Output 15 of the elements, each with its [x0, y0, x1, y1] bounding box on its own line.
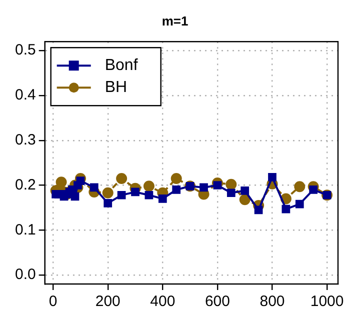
legend-label: Bonf	[104, 57, 138, 74]
y-tick-label: 0.4	[14, 86, 36, 104]
x-tick-label: 200	[95, 293, 120, 310]
x-tick-label: 600	[204, 293, 230, 310]
x-tick-label: 400	[150, 293, 176, 310]
chart-title: m=1	[162, 13, 188, 28]
y-tick-label: 0.2	[14, 176, 36, 194]
y-tick-label: 0.5	[14, 42, 36, 59]
x-tick-label: 0	[48, 293, 58, 310]
x-tick-label: 800	[260, 293, 285, 310]
legend-label: BH	[104, 79, 128, 96]
y-tick-label: 0.3	[14, 131, 36, 148]
y-tick-label: 0.0	[14, 266, 36, 284]
x-tick-label: 1000	[310, 293, 344, 310]
y-tick-label: 0.1	[14, 221, 36, 238]
